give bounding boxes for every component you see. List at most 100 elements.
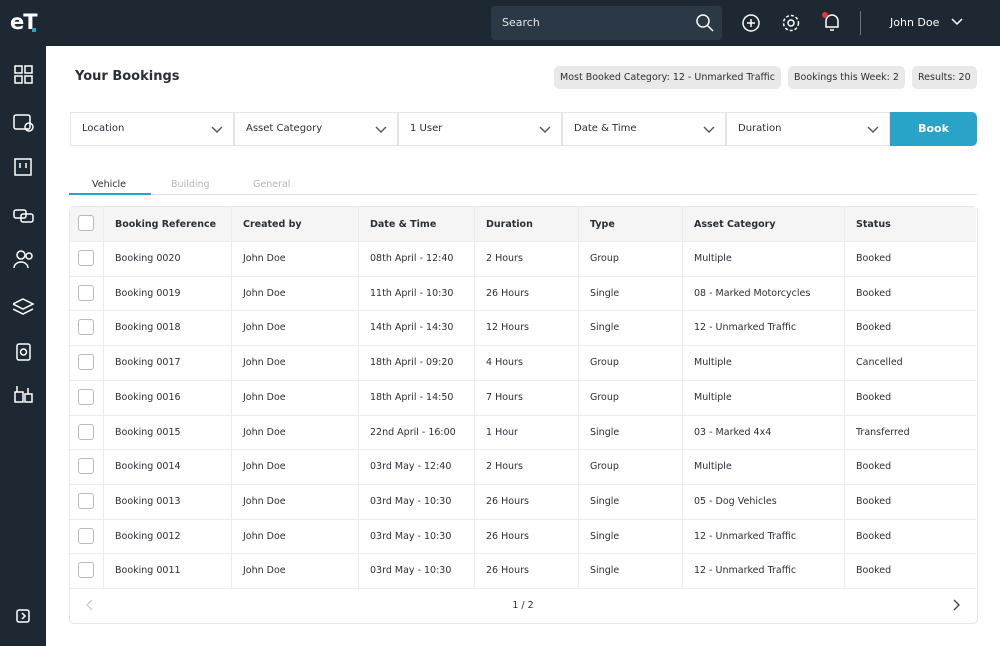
row-divider — [70, 553, 976, 555]
cell-text: 2 Hours — [486, 253, 523, 264]
user-name[interactable]: John Doe — [890, 16, 940, 29]
cell-text: 03rd May - 10:30 — [370, 565, 452, 577]
cell-text: Cancelled — [856, 357, 903, 369]
cell-text: 12 - Unmarked Traffic — [694, 530, 797, 542]
cell-text: Booked — [856, 287, 892, 299]
header-checkbox[interactable] — [78, 215, 94, 231]
stat-chip: Results: 20 — [912, 66, 977, 89]
cell-text: John Doe — [243, 357, 286, 369]
cell-text: Single — [590, 287, 620, 299]
expand-sidebar[interactable] — [16, 609, 30, 623]
cell-text: Booking 0011 — [115, 565, 181, 577]
dropdown-chevron[interactable] — [211, 126, 223, 134]
row-checkbox[interactable] — [78, 492, 94, 509]
cell-text: Booked — [856, 253, 892, 264]
column-header: Booking Reference — [115, 219, 217, 230]
dropdown-chevron[interactable] — [867, 126, 879, 134]
cell-text: Multiple — [694, 391, 732, 403]
cell-text: Group — [590, 357, 619, 369]
book-button[interactable]: Book — [890, 112, 977, 146]
row-checkbox[interactable] — [78, 423, 94, 440]
column-header: Date & Time — [370, 219, 437, 230]
stat-chip: Bookings this Week: 2 — [788, 66, 905, 89]
cell-text: John Doe — [243, 287, 286, 299]
cell-text: 2 Hours — [486, 461, 523, 473]
cell-text: Multiple — [694, 357, 732, 369]
cell-text: John Doe — [243, 322, 286, 334]
cell-text: Booking 0019 — [115, 287, 181, 299]
cell-text: 12 - Unmarked Traffic — [694, 565, 797, 577]
row-checkbox[interactable] — [78, 458, 94, 475]
column-header: Status — [856, 219, 891, 230]
filter-dropdown[interactable]: Duration — [726, 112, 890, 146]
cell-text: Single — [590, 565, 620, 577]
settings-icon[interactable] — [781, 13, 801, 33]
row-checkbox[interactable] — [78, 527, 94, 544]
filter-dropdown[interactable]: Date & Time — [562, 112, 726, 146]
tab[interactable]: Vehicle — [92, 179, 126, 190]
cell-text: John Doe — [243, 391, 286, 403]
column-divider — [103, 207, 104, 588]
notification-icon[interactable] — [821, 11, 843, 33]
cell-text: 22nd April - 16:00 — [370, 426, 456, 438]
user-chevron[interactable] — [951, 17, 963, 27]
cell-text: 12 Hours — [486, 322, 529, 334]
column-header: Asset Category — [694, 219, 776, 230]
cell-text: John Doe — [243, 530, 286, 542]
cell-text: 03rd May - 10:30 — [370, 495, 452, 507]
cell-text: 26 Hours — [486, 287, 529, 299]
filter-dropdown[interactable]: 1 User — [398, 112, 562, 146]
sidebar-icons[interactable] — [13, 64, 35, 424]
dropdown-chevron[interactable] — [703, 126, 715, 134]
cell-text: Booking 0015 — [115, 426, 181, 438]
row-divider — [70, 518, 976, 520]
column-divider — [231, 207, 232, 588]
row-divider — [70, 449, 976, 451]
table-header — [70, 207, 976, 241]
tab[interactable]: General — [253, 179, 291, 190]
filter-dropdown[interactable]: Asset Category — [234, 112, 398, 146]
row-divider — [70, 414, 976, 416]
dropdown-chevron[interactable] — [375, 126, 387, 134]
cell-text: 11th April - 10:30 — [370, 287, 454, 299]
row-checkbox[interactable] — [78, 319, 94, 336]
row-divider — [70, 483, 976, 485]
cell-text: Booking 0020 — [115, 253, 181, 264]
row-divider — [70, 379, 976, 381]
next-page[interactable] — [952, 599, 960, 611]
row-checkbox[interactable] — [78, 388, 94, 405]
cell-text: Single — [590, 495, 620, 507]
cell-text: Single — [590, 426, 620, 438]
row-checkbox[interactable] — [78, 562, 94, 579]
prev-page[interactable] — [86, 599, 94, 611]
filter-dropdown[interactable]: Location — [70, 112, 234, 146]
row-checkbox[interactable] — [78, 250, 94, 266]
column-header: Created by — [243, 219, 302, 230]
cell-text: John Doe — [243, 253, 286, 264]
cell-text: 18th April - 09:20 — [370, 357, 454, 369]
column-divider — [682, 207, 683, 588]
dropdown-chevron[interactable] — [539, 126, 551, 134]
search-icon[interactable] — [695, 13, 715, 33]
tab[interactable]: Building — [171, 179, 210, 190]
stat-chip: Most Booked Category: 12 - Unmarked Traf… — [554, 66, 781, 89]
cell-text: John Doe — [243, 461, 286, 473]
search-box[interactable] — [491, 6, 722, 40]
cell-text: 18th April - 14:50 — [370, 391, 454, 403]
cell-text: Group — [590, 391, 619, 403]
cell-text: Group — [590, 461, 619, 473]
cell-text: Booked — [856, 495, 892, 507]
logo-dot — [32, 28, 36, 32]
cell-text: 7 Hours — [486, 391, 523, 403]
cell-text: Single — [590, 530, 620, 542]
search-placeholder: Search — [502, 16, 540, 29]
add-icon[interactable] — [741, 13, 761, 33]
cell-text: Transferred — [856, 426, 910, 438]
divider — [860, 11, 861, 35]
row-checkbox[interactable] — [78, 354, 94, 371]
cell-text: 03 - Marked 4x4 — [694, 426, 772, 438]
column-header: Duration — [486, 219, 533, 230]
row-checkbox[interactable] — [78, 284, 94, 301]
cell-text: Booking 0017 — [115, 357, 181, 369]
cell-text: 4 Hours — [486, 357, 523, 369]
